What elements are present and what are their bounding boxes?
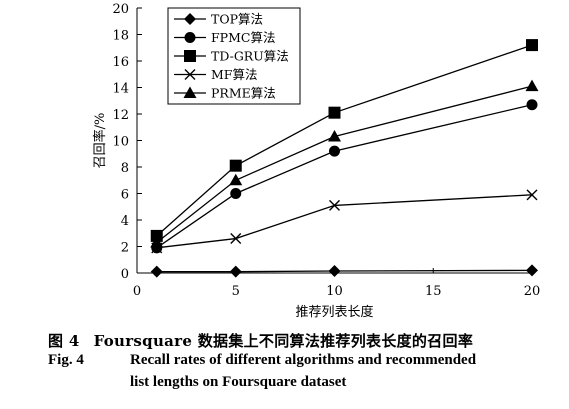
x-tick-label: 5 bbox=[232, 284, 240, 299]
y-tick-label: 16 bbox=[112, 55, 129, 70]
figure-number-zh: 图 4 bbox=[48, 332, 80, 350]
data-point bbox=[229, 265, 242, 278]
legend-marker bbox=[184, 13, 196, 25]
data-point bbox=[150, 265, 163, 278]
series-line bbox=[156, 85, 533, 244]
data-point bbox=[329, 199, 340, 211]
y-tick-label: 14 bbox=[112, 82, 129, 97]
legend-item: TOP算法 bbox=[174, 12, 263, 27]
data-point bbox=[150, 229, 163, 242]
data-point bbox=[328, 265, 341, 278]
figure-caption-zh: 图 4 Foursquare 数据集上不同算法推荐列表长度的召回率 bbox=[48, 330, 473, 351]
y-tick-label: 0 bbox=[121, 267, 129, 282]
data-point bbox=[526, 264, 538, 277]
series-4 bbox=[151, 189, 538, 254]
chart-legend: TOP算法 FPMC算法 TD-GRU算法 MF算法 PRME算法 bbox=[167, 7, 301, 105]
series-2 bbox=[151, 99, 538, 254]
legend-label: PRME算法 bbox=[211, 86, 276, 101]
series-5 bbox=[150, 79, 539, 248]
data-point bbox=[150, 236, 164, 248]
data-point bbox=[328, 106, 341, 119]
figure-number-en: Fig. 4 bbox=[48, 352, 84, 368]
data-point bbox=[329, 145, 340, 157]
data-point bbox=[525, 79, 539, 92]
figure-caption-en-line1: Recall rates of different algorithms and… bbox=[130, 352, 477, 368]
series-line bbox=[156, 194, 533, 249]
legend-label: TD-GRU算法 bbox=[211, 49, 289, 64]
y-tick-label: 4 bbox=[121, 214, 129, 229]
y-tick-label: 12 bbox=[112, 108, 129, 123]
legend-label: FPMC算法 bbox=[211, 30, 275, 45]
chart-axes: 0 2 4 6 8 10 12 14 16 18 20 0 5 10 15 20 推荐列表长度 召回率/% bbox=[92, 2, 540, 320]
x-tick-label: 0 bbox=[133, 284, 141, 299]
series-line bbox=[156, 269, 533, 273]
legend-marker bbox=[183, 86, 197, 98]
data-point bbox=[230, 233, 242, 245]
y-tick-label: 6 bbox=[121, 188, 129, 203]
legend-item: TD-GRU算法 bbox=[174, 49, 289, 64]
series-line bbox=[156, 44, 533, 237]
legend-item: FPMC算法 bbox=[174, 30, 275, 45]
legend-marker bbox=[184, 50, 196, 62]
series-line bbox=[156, 104, 533, 249]
line-chart: 0 2 4 6 8 10 12 14 16 18 20 0 5 10 15 20 推荐列表长度 召回率/% TOP… bbox=[92, 2, 540, 320]
x-axis-title: 推荐列表长度 bbox=[295, 304, 373, 320]
figure-caption-en: Fig. 4 Recall rates of different algorith… bbox=[48, 352, 476, 369]
legend-label: MF算法 bbox=[211, 67, 257, 82]
chart-series bbox=[150, 39, 539, 278]
y-tick-label: 20 bbox=[112, 2, 129, 17]
x-tick-label: 20 bbox=[524, 284, 541, 299]
y-tick-label: 18 bbox=[112, 29, 129, 44]
data-point bbox=[328, 130, 341, 142]
data-point bbox=[526, 39, 538, 52]
y-tick-label: 10 bbox=[112, 135, 129, 150]
data-point bbox=[526, 189, 538, 201]
data-point bbox=[230, 188, 242, 199]
legend-item: MF算法 bbox=[174, 67, 257, 82]
legend-marker bbox=[184, 32, 196, 43]
data-point bbox=[229, 159, 242, 172]
x-tick-label: 15 bbox=[425, 284, 442, 299]
legend-item: PRME算法 bbox=[174, 86, 276, 101]
figure-caption-zh-text: Foursquare 数据集上不同算法推荐列表长度的召回率 bbox=[93, 332, 474, 350]
y-axis-title: 召回率/% bbox=[92, 113, 108, 169]
x-tick-label: 10 bbox=[326, 284, 343, 299]
figure-caption-en-line2: list lengths on Foursquare dataset bbox=[130, 374, 347, 390]
y-tick-label: 8 bbox=[121, 161, 129, 176]
legend-label: TOP算法 bbox=[211, 12, 263, 27]
data-point bbox=[229, 173, 243, 186]
data-point bbox=[526, 99, 538, 111]
series-1 bbox=[150, 264, 538, 278]
series-3 bbox=[150, 39, 538, 242]
legend-marker bbox=[184, 69, 196, 80]
y-tick-label: 2 bbox=[121, 241, 129, 256]
